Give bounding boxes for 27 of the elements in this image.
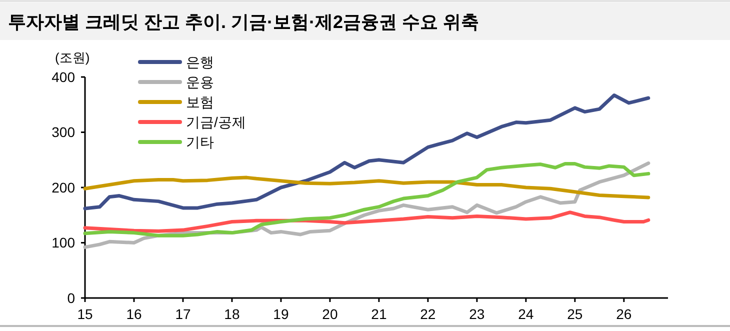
x-tick-label: 18 — [224, 306, 240, 322]
x-tick-label: 19 — [273, 306, 289, 322]
legend-label: 보험 — [186, 94, 214, 110]
x-tick-label: 20 — [322, 306, 338, 322]
line-series — [83, 210, 650, 233]
y-tick-label: 0 — [67, 290, 76, 306]
x-tick-label: 16 — [126, 306, 142, 322]
line-series — [83, 176, 650, 200]
x-tick-label: 17 — [175, 306, 191, 322]
chart-title: 투자자별 크레딧 잔고 추이. 기금·보험·제2금융권 수요 위축 — [8, 12, 480, 32]
y-tick-label: 100 — [52, 234, 76, 251]
legend-label: 기타 — [186, 134, 214, 150]
y-tick-label: 200 — [52, 179, 76, 196]
x-tick-label: 21 — [371, 306, 387, 322]
x-tick-label: 15 — [77, 306, 93, 322]
x-tick-label: 26 — [616, 306, 632, 322]
y-tick-label: 400 — [52, 68, 76, 85]
y-axis-title: (조원) — [55, 50, 90, 65]
legend-label: 운용 — [186, 74, 214, 90]
legend-label: 기금/공제 — [186, 114, 246, 130]
x-tick-label: 25 — [567, 306, 583, 322]
line-series — [83, 93, 650, 210]
x-tick-label: 23 — [469, 306, 485, 322]
legend-label: 은행 — [186, 54, 214, 70]
x-tick-label: 24 — [518, 306, 534, 322]
x-tick-label: 22 — [420, 306, 436, 322]
y-tick-label: 300 — [52, 124, 76, 140]
